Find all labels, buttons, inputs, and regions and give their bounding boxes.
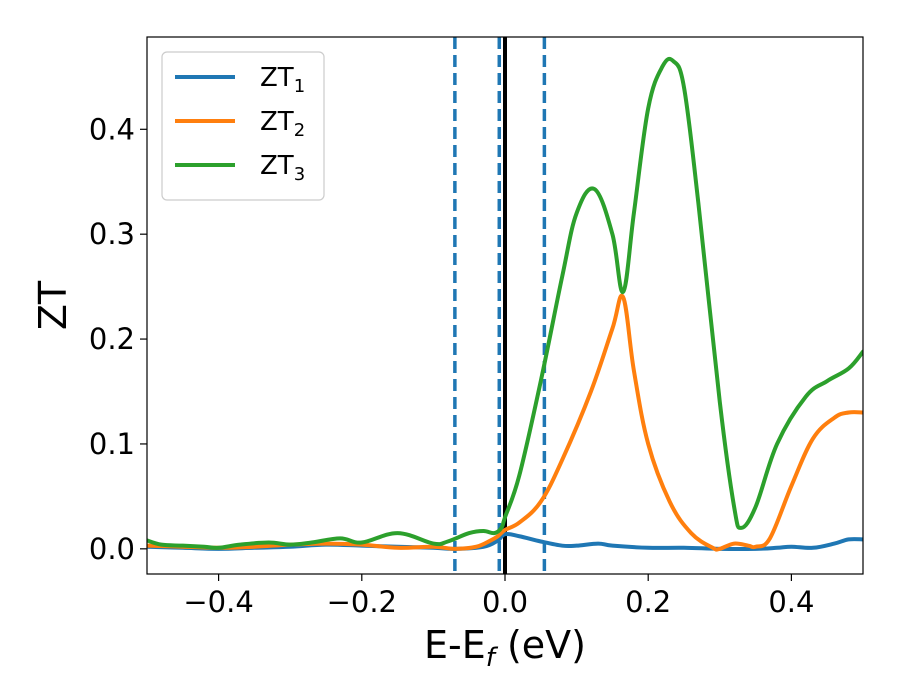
- y-tick-label: 0.2: [89, 322, 135, 356]
- series-line-zt2: [147, 293, 863, 552]
- x-tick-label: −0.2: [327, 585, 397, 619]
- y-tick-label: 0.4: [89, 112, 135, 146]
- x-tick-label: 0.2: [625, 585, 671, 619]
- legend-label-zt2: ZT2: [260, 107, 305, 141]
- plot-area: [147, 37, 863, 574]
- x-tick-label: 0.0: [482, 585, 528, 619]
- y-tick-label: 0.3: [89, 217, 135, 251]
- x-tick-label: −0.4: [183, 585, 253, 619]
- y-tick-label: 0.0: [89, 532, 135, 566]
- y-axis-ticks: 0.0 0.1 0.2 0.3 0.4: [89, 112, 147, 566]
- y-axis-label: ZT: [31, 280, 75, 330]
- legend-label-zt3: ZT3: [260, 151, 305, 185]
- legend-label-zt1: ZT1: [260, 63, 305, 97]
- x-axis-label: E-Ef (eV): [424, 623, 586, 673]
- x-tick-label: 0.4: [768, 585, 814, 619]
- y-tick-label: 0.1: [89, 427, 135, 461]
- legend: ZT1 ZT2 ZT3: [161, 51, 325, 201]
- series-line-zt3: [147, 56, 863, 550]
- x-axis-ticks: −0.4 −0.2 0.0 0.2 0.4: [183, 574, 814, 619]
